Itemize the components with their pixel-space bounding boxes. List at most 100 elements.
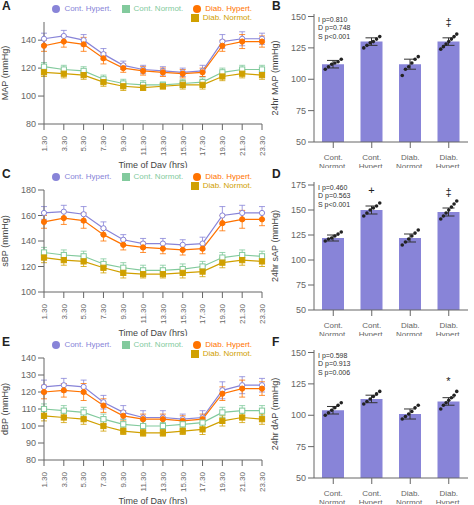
svg-text:7.30: 7.30 [99,303,108,319]
svg-text:23.30: 23.30 [258,135,267,156]
svg-text:3.30: 3.30 [60,303,69,319]
svg-text:100: 100 [291,410,306,420]
svg-text:Cont.Hypert.: Cont.Hypert. [359,489,385,504]
svg-text:3.30: 3.30 [60,135,69,151]
svg-text:15.30: 15.30 [179,471,188,492]
svg-text:19.30: 19.30 [218,471,227,492]
svg-text:Diab.Hypert.: Diab.Hypert. [436,153,462,168]
svg-text:Cont.Normot.: Cont.Normot. [319,489,347,504]
svg-text:21.30: 21.30 [238,135,247,156]
html-text:Diab. Normot.: Diab. Normot. [202,13,252,22]
svg-text:17.30: 17.30 [198,303,207,324]
svg-text:+: + [368,184,374,196]
svg-text:3.30: 3.30 [60,471,69,487]
svg-text:80: 80 [26,119,36,129]
svg-text:Cont.Normot.: Cont.Normot. [319,153,347,168]
svg-text:7.30: 7.30 [99,135,108,151]
svg-text:150: 150 [291,205,306,215]
svg-text:15.30: 15.30 [179,135,188,156]
svg-text:13.30: 13.30 [159,135,168,156]
svg-text:‡: ‡ [445,16,451,28]
svg-text:19.30: 19.30 [218,303,227,324]
svg-text:9.30: 9.30 [119,471,128,487]
svg-text:150: 150 [291,348,306,358]
html-text:Cont. Normot.: Cont. Normot. [133,4,184,13]
svg-text:125: 125 [291,43,306,53]
svg-text:5.30: 5.30 [79,303,88,319]
html-text:I p=0.810 D p=0.748 S p<0.001: I p=0.810 D p=0.748 S p<0.001 [318,16,351,40]
svg-text:100: 100 [21,91,36,101]
svg-text:24hr MAP (mmHg): 24hr MAP (mmHg) [270,41,280,116]
svg-text:11.30: 11.30 [139,303,148,323]
svg-text:dBP (mmHg): dBP (mmHg) [0,383,10,435]
svg-text:50: 50 [296,137,306,147]
svg-text:9.30: 9.30 [119,303,128,319]
svg-text:140: 140 [21,236,36,246]
svg-text:1.30: 1.30 [40,303,49,319]
svg-text:75: 75 [296,442,306,452]
svg-text:13.30: 13.30 [159,471,168,492]
svg-text:17.30: 17.30 [198,471,207,492]
svg-text:Cont.Hypert.: Cont.Hypert. [359,321,385,336]
svg-text:7.30: 7.30 [99,471,108,487]
svg-text:5.30: 5.30 [79,471,88,487]
svg-text:100: 100 [21,287,36,297]
svg-text:120: 120 [21,63,36,73]
svg-text:sBP (mmHg): sBP (mmHg) [0,215,10,266]
svg-text:Diab.Normot.: Diab.Normot. [396,153,424,168]
svg-text:130: 130 [21,370,36,380]
svg-text:100: 100 [21,421,36,431]
svg-text:9.30: 9.30 [119,135,128,151]
svg-text:24hr dAP (mmHg): 24hr dAP (mmHg) [270,378,280,450]
svg-text:50: 50 [296,473,306,483]
svg-text:80: 80 [26,455,36,465]
svg-text:Time of Day (hrs): Time of Day (hrs) [118,328,187,336]
svg-text:125: 125 [291,379,306,389]
svg-text:1.30: 1.30 [40,471,49,487]
svg-text:50: 50 [296,305,306,315]
svg-text:120: 120 [21,262,36,272]
svg-text:75: 75 [296,106,306,116]
svg-text:160: 160 [21,211,36,221]
svg-text:24hr sAP (mmHg): 24hr sAP (mmHg) [270,210,280,282]
svg-text:1.30: 1.30 [40,135,49,151]
svg-text:MAP (mmHg): MAP (mmHg) [0,46,10,100]
svg-text:11.30: 11.30 [139,471,148,491]
svg-text:Diab.Hypert.: Diab.Hypert. [436,321,462,336]
html-text:Cont. Hypert.: Cont. Hypert. [64,4,112,13]
svg-text:21.30: 21.30 [238,471,247,492]
svg-text:Time of Day (hrs): Time of Day (hrs) [118,496,187,504]
svg-text:125: 125 [291,230,306,240]
html-text:I p=0.598 D p=0.913 S p=0.006: I p=0.598 D p=0.913 S p=0.006 [318,352,351,376]
svg-text:Cont.Normot.: Cont.Normot. [319,321,347,336]
html-text:Diab. Hypert.: Diab. Hypert. [205,4,252,13]
svg-text:15.30: 15.30 [179,303,188,324]
svg-text:Diab.Hypert.: Diab.Hypert. [436,489,462,504]
svg-text:Time of Day (hrs): Time of Day (hrs) [118,160,187,168]
svg-text:75: 75 [296,280,306,290]
svg-text:11.30: 11.30 [139,135,148,155]
svg-text:*: * [446,375,451,387]
svg-text:‡: ‡ [445,186,451,198]
svg-text:Diab.Normot.: Diab.Normot. [396,321,424,336]
svg-text:120: 120 [21,387,36,397]
svg-text:Cont.Hypert.: Cont.Hypert. [359,153,385,168]
svg-text:5.30: 5.30 [79,135,88,151]
svg-text:21.30: 21.30 [238,303,247,324]
svg-text:19.30: 19.30 [218,135,227,156]
svg-text:150: 150 [291,12,306,22]
svg-text:140: 140 [21,353,36,363]
svg-text:17.30: 17.30 [198,135,207,156]
svg-text:110: 110 [22,404,36,414]
svg-text:Diab.Normot.: Diab.Normot. [396,489,424,504]
svg-text:140: 140 [21,35,36,45]
html-text:I p=0.460 D p=0.563 S p<0.001: I p=0.460 D p=0.563 S p<0.001 [318,184,351,208]
svg-text:100: 100 [291,74,306,84]
svg-text:175: 175 [291,180,306,190]
svg-text:13.30: 13.30 [159,303,168,324]
svg-text:23.30: 23.30 [258,303,267,324]
svg-text:90: 90 [26,438,36,448]
svg-text:100: 100 [291,255,306,265]
svg-text:180: 180 [21,185,36,195]
svg-text:23.30: 23.30 [258,471,267,492]
